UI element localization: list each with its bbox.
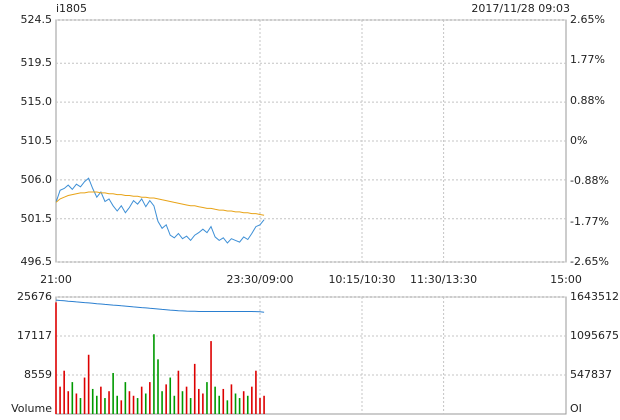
y-tick-label: 8559 — [24, 368, 52, 381]
y2-tick-label: 1643512 — [570, 290, 619, 303]
volume-bar — [206, 382, 208, 414]
volume-bar — [218, 395, 220, 414]
volume-bar — [193, 363, 196, 414]
y-tick-label: 25676 — [17, 290, 52, 303]
y2-tick-label: -1.77% — [570, 215, 609, 228]
y2-tick-label: 2.65% — [570, 13, 605, 26]
y-tick-label: 17117 — [17, 329, 52, 342]
volume-frame — [55, 296, 567, 415]
volume-bar — [185, 386, 188, 414]
volume-bar — [189, 398, 192, 414]
volume-bar — [230, 384, 233, 414]
y2-tick-label: 0.88% — [570, 94, 605, 107]
y-tick-label: Volume — [11, 402, 52, 415]
volume-bar — [255, 370, 257, 414]
price-line — [55, 177, 265, 244]
volume-bar — [108, 391, 110, 414]
volume-bar — [251, 386, 253, 414]
x-tick-label: 21:00 — [40, 273, 72, 286]
volume-bar — [104, 398, 106, 414]
volume-bar — [169, 377, 172, 414]
volume-bar — [214, 386, 216, 414]
oi-line — [55, 299, 265, 313]
volume-bar — [173, 395, 176, 414]
y2-tick-label: OI — [570, 402, 582, 415]
volume-bar — [157, 359, 159, 414]
volume-bar — [140, 386, 143, 414]
volume-bar — [59, 386, 61, 414]
volume-bar — [91, 388, 94, 414]
y-tick-label: 501.5 — [21, 212, 53, 225]
volume-bar — [83, 377, 86, 414]
y2-tick-label: 0% — [570, 134, 587, 147]
volume-bar — [177, 370, 180, 414]
volume-bar — [132, 395, 135, 414]
datetime: 2017/11/28 09:03 — [471, 2, 570, 15]
volume-bar — [124, 382, 127, 414]
volume-bar — [63, 370, 65, 414]
volume-bar — [75, 393, 78, 414]
volume-bar — [238, 398, 241, 414]
volume-bar — [181, 391, 184, 414]
y2-tick-label: -0.88% — [570, 174, 609, 187]
volume-bar — [149, 382, 151, 414]
x-tick-label: 11:30/13:30 — [410, 273, 477, 286]
y-tick-label: 515.0 — [21, 95, 53, 108]
price-line — [55, 191, 265, 216]
volume-bar — [120, 400, 123, 414]
volume-bar — [67, 391, 70, 414]
y-tick-label: 519.5 — [21, 56, 53, 69]
y2-tick-label: 1095675 — [570, 329, 619, 342]
volume-bar — [226, 400, 229, 414]
volume-bar — [55, 302, 57, 414]
volume-bar — [222, 388, 225, 414]
volume-bar — [136, 398, 139, 414]
volume-bar — [242, 391, 245, 414]
y2-tick-label: -2.65% — [570, 255, 609, 268]
y2-tick-label: 547837 — [570, 368, 612, 381]
y-tick-label: 524.5 — [21, 13, 53, 26]
volume-bar — [202, 393, 204, 414]
volume-bar — [263, 395, 265, 414]
symbol: i1805 — [56, 2, 87, 15]
volume-bar — [100, 386, 102, 414]
y-tick-label: 496.5 — [21, 255, 53, 268]
volume-bar — [116, 395, 118, 414]
y-tick-label: 510.5 — [21, 134, 53, 147]
volume-bar — [87, 354, 90, 414]
volume-bar — [144, 393, 147, 414]
volume-bar — [79, 398, 82, 414]
volume-bar — [112, 372, 114, 414]
y-tick-label: 506.0 — [21, 173, 53, 186]
volume-bar — [198, 388, 200, 414]
volume-bar — [234, 393, 237, 414]
volume-bar — [210, 341, 212, 414]
volume-bar — [96, 395, 98, 414]
x-tick-label: 10:15/10:30 — [328, 273, 395, 286]
volume-bar — [153, 334, 155, 414]
volume-bar — [165, 384, 167, 414]
x-tick-label: 23:30/09:00 — [226, 273, 293, 286]
volume-bar — [161, 391, 163, 414]
x-tick-label: 15:00 — [550, 273, 582, 286]
volume-bar — [246, 395, 249, 414]
y2-tick-label: 1.77% — [570, 53, 605, 66]
volume-bar — [128, 391, 131, 414]
volume-bar — [71, 382, 74, 414]
volume-bar — [259, 398, 261, 414]
